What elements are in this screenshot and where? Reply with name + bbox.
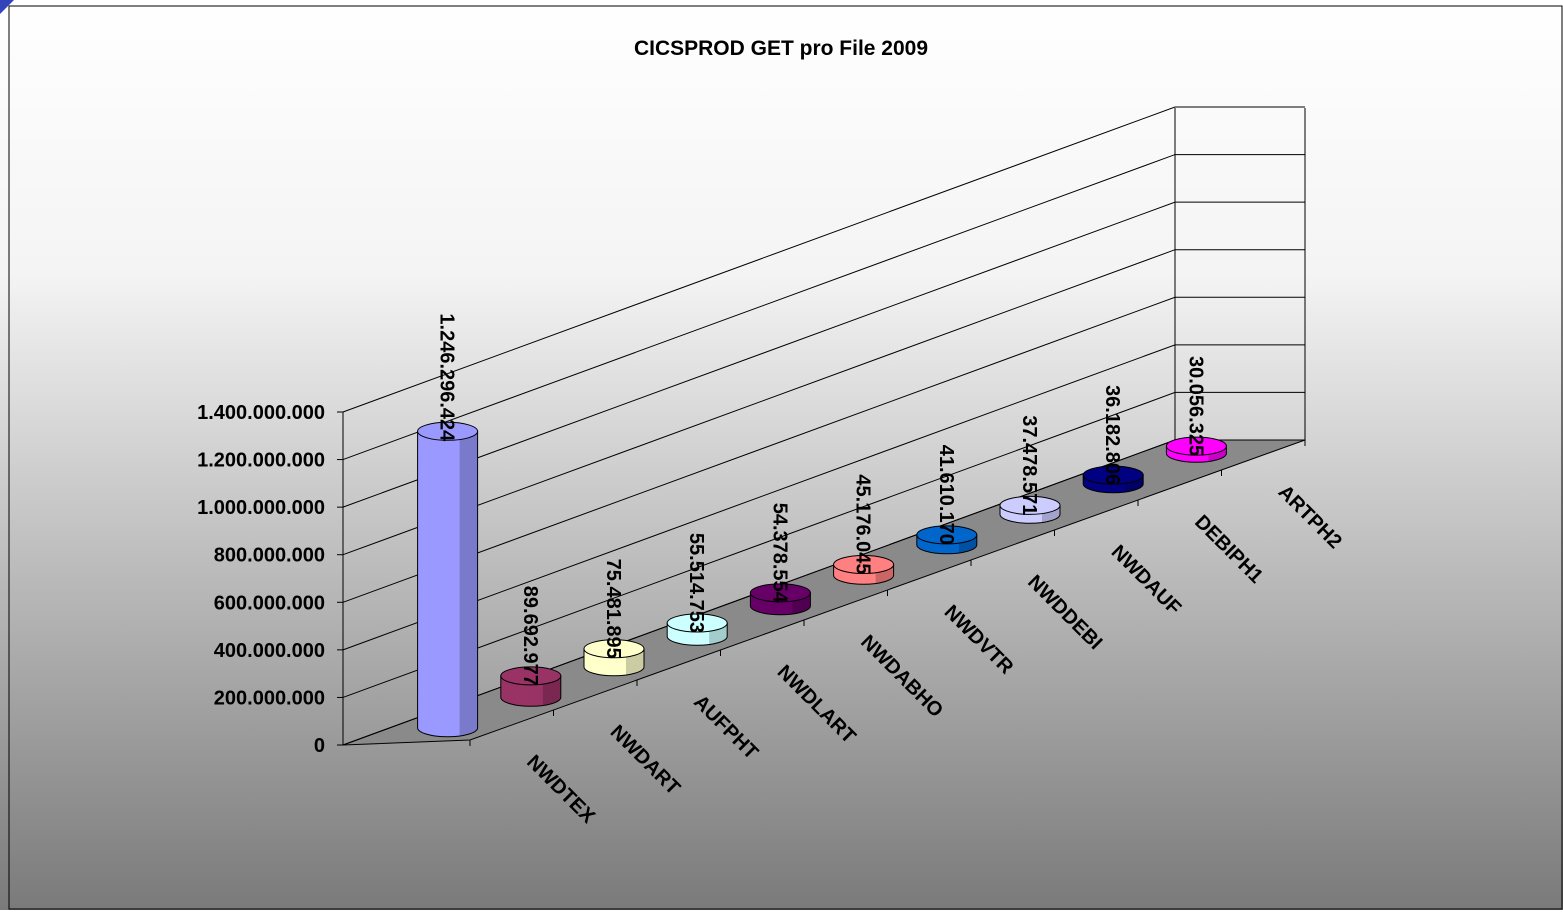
y-tick-label: 800.000.000 bbox=[214, 545, 325, 567]
grid-line bbox=[342, 154, 1305, 461]
bar bbox=[749, 583, 811, 616]
bar-top bbox=[749, 583, 811, 603]
y-tick-label: 1.400.000.000 bbox=[197, 402, 325, 424]
chart-title: CICSPROD GET pro File 2009 bbox=[634, 37, 928, 60]
bar-top bbox=[833, 555, 895, 575]
y-tick-label: 1.000.000.000 bbox=[197, 497, 325, 519]
bar bbox=[583, 639, 645, 677]
bar bbox=[1165, 436, 1227, 463]
value-label: 45.176.045 bbox=[852, 474, 874, 574]
grid-line bbox=[342, 391, 1305, 698]
bar bbox=[833, 555, 895, 585]
grid-line bbox=[342, 106, 1305, 413]
grid-line bbox=[342, 344, 1305, 651]
bar bbox=[500, 666, 562, 707]
value-label: 89.692.977 bbox=[519, 586, 541, 686]
y-tick-label: 600.000.000 bbox=[214, 592, 325, 614]
value-label: 37.478.571 bbox=[1018, 415, 1040, 515]
bar-top bbox=[1165, 436, 1227, 456]
bar bbox=[999, 495, 1061, 524]
grid-line bbox=[342, 296, 1305, 603]
y-tick-label: 0 bbox=[314, 735, 325, 757]
bar-top bbox=[1082, 465, 1144, 485]
bar-body bbox=[417, 430, 479, 738]
y-tick-label: 400.000.000 bbox=[214, 640, 325, 662]
bar-top bbox=[583, 639, 645, 659]
y-tick-label: 1.200.000.000 bbox=[197, 450, 325, 472]
value-label: 1.246.296.424 bbox=[436, 313, 458, 442]
bar-top bbox=[666, 613, 728, 633]
bar-top bbox=[999, 495, 1061, 515]
bar-shade bbox=[459, 431, 478, 736]
bar bbox=[417, 421, 479, 738]
grid-line bbox=[342, 249, 1305, 556]
value-label: 36.182.806 bbox=[1101, 385, 1123, 485]
bar-top bbox=[417, 421, 479, 441]
value-label: 75.481.895 bbox=[602, 559, 624, 659]
corner-marker bbox=[0, 0, 14, 14]
bar bbox=[1082, 465, 1144, 494]
bar bbox=[666, 613, 728, 646]
bar bbox=[916, 525, 978, 555]
bar-top bbox=[500, 666, 562, 686]
grid-line bbox=[342, 201, 1305, 508]
y-tick-label: 200.000.000 bbox=[214, 687, 325, 709]
value-label: 41.610.170 bbox=[935, 445, 957, 545]
bar-top bbox=[916, 525, 978, 545]
value-label: 55.514.753 bbox=[685, 533, 707, 633]
bar-shade bbox=[709, 623, 728, 645]
value-label: 30.056.325 bbox=[1184, 356, 1206, 456]
chart-border bbox=[8, 5, 1563, 910]
value-label: 54.378.554 bbox=[768, 503, 790, 604]
